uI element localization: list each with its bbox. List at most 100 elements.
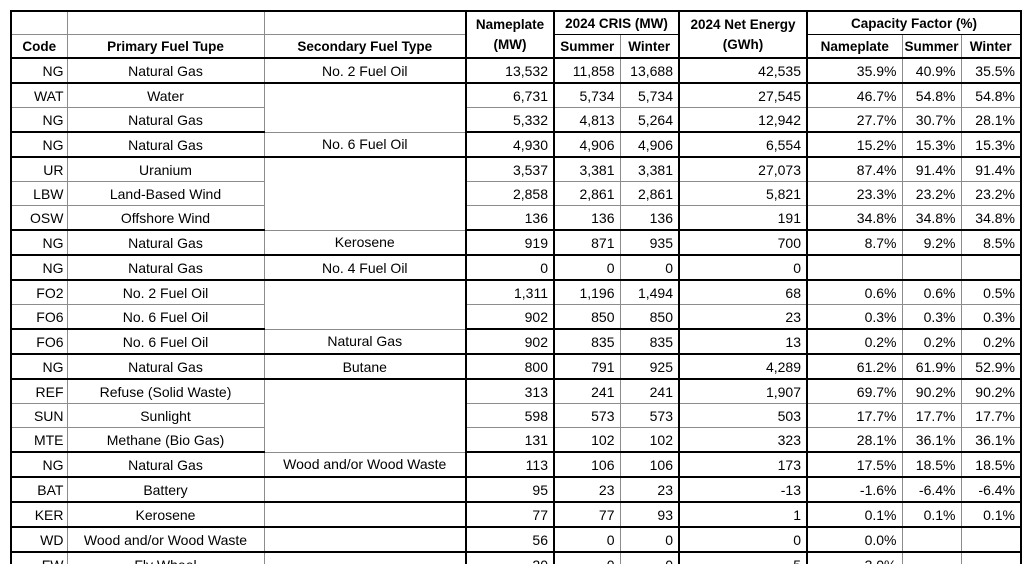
cell-code: LBW bbox=[10, 181, 68, 206]
cell-nameplate-mw: 95 bbox=[465, 476, 555, 503]
cell-cf-nameplate: 27.7% bbox=[806, 107, 903, 133]
cell-secondary-fuel bbox=[263, 551, 467, 564]
cell-net-energy: 23 bbox=[678, 304, 808, 330]
cell-cf-winter: 0.2% bbox=[960, 328, 1022, 355]
cell-net-energy: 1 bbox=[678, 501, 808, 528]
cell-code: WD bbox=[10, 526, 68, 553]
cell-primary-fuel: No. 6 Fuel Oil bbox=[66, 304, 265, 330]
header-net-energy: 2024 Net Energy (GWh) bbox=[678, 10, 808, 59]
table-row: OSW Offshore Wind 136 136 136 191 34.8% 34.8% 34… bbox=[10, 205, 1022, 231]
cell-cris-winter: 13,688 bbox=[619, 57, 680, 84]
cell-primary-fuel: Offshore Wind bbox=[66, 205, 265, 231]
cell-nameplate-mw: 6,731 bbox=[465, 82, 555, 108]
cell-cf-summer: 9.2% bbox=[901, 229, 962, 256]
cell-cf-winter: -6.4% bbox=[960, 476, 1022, 503]
cell-primary-fuel: Natural Gas bbox=[66, 254, 265, 281]
cell-primary-fuel: Methane (Bio Gas) bbox=[66, 427, 265, 453]
cell-cf-winter: 0.5% bbox=[960, 279, 1022, 305]
cell-code: WAT bbox=[10, 82, 68, 108]
table-row: FO6 No. 6 Fuel Oil Natural Gas 902 835 835 13 0… bbox=[10, 328, 1022, 355]
header-cris-summer: Summer bbox=[553, 34, 621, 59]
cell-secondary-fuel bbox=[263, 279, 467, 330]
header-net-energy-line1: 2024 Net Energy bbox=[690, 16, 796, 32]
cell-cf-nameplate: -1.6% bbox=[806, 476, 903, 503]
header-cf-winter: Winter bbox=[960, 34, 1022, 59]
cell-cris-summer: 4,813 bbox=[553, 107, 621, 133]
cell-cf-summer bbox=[901, 526, 962, 553]
cell-cf-nameplate: 17.5% bbox=[806, 451, 903, 478]
cell-cris-winter: 850 bbox=[619, 304, 680, 330]
cell-secondary-fuel: Wood and/or Wood Waste bbox=[263, 451, 467, 478]
cell-cris-summer: 0 bbox=[553, 254, 621, 281]
cell-primary-fuel: Fly Wheel bbox=[66, 551, 265, 564]
cell-cris-summer: 791 bbox=[553, 353, 621, 380]
cell-cris-summer: 5,734 bbox=[553, 82, 621, 108]
cell-code: REF bbox=[10, 378, 68, 404]
cell-cf-summer: 54.8% bbox=[901, 82, 962, 108]
cell-cf-summer: 34.8% bbox=[901, 205, 962, 231]
cell-nameplate-mw: 598 bbox=[465, 403, 555, 428]
cell-cf-nameplate bbox=[806, 254, 903, 281]
cell-cf-summer: 17.7% bbox=[901, 403, 962, 428]
header-blank-secondary bbox=[263, 10, 467, 35]
header-2024-cris: 2024 CRIS (MW) bbox=[553, 10, 680, 35]
header-blank-primary bbox=[66, 10, 265, 35]
cell-nameplate-mw: 1,311 bbox=[465, 279, 555, 305]
table-row: NG Natural Gas Wood and/or Wood Waste 113 10… bbox=[10, 451, 1022, 478]
cell-net-energy: 12,942 bbox=[678, 107, 808, 133]
cell-cf-summer: 36.1% bbox=[901, 427, 962, 453]
table-row: UR Uranium 3,537 3,381 3,381 27,073 87.4% 91.4%… bbox=[10, 156, 1022, 231]
cell-code: NG bbox=[10, 451, 68, 478]
cell-primary-fuel: Kerosene bbox=[66, 501, 265, 528]
cell-cris-winter: 241 bbox=[619, 378, 680, 404]
cell-net-energy: -13 bbox=[678, 476, 808, 503]
cell-net-energy: 27,545 bbox=[678, 82, 808, 108]
cell-code: NG bbox=[10, 254, 68, 281]
cell-cf-summer: 0.6% bbox=[901, 279, 962, 305]
cell-secondary-fuel bbox=[263, 82, 467, 133]
fuel-capacity-table: Nameplate (MW) 2024 CRIS (MW) 2024 Net E… bbox=[10, 10, 1022, 564]
cell-cris-summer: 0 bbox=[553, 526, 621, 553]
table-row: KER Kerosene 77 77 93 1 0.1% 0.1% 0.1% bbox=[10, 501, 1022, 528]
cell-primary-fuel: Refuse (Solid Waste) bbox=[66, 378, 265, 404]
cell-nameplate-mw: 136 bbox=[465, 205, 555, 231]
table-row: LBW Land-Based Wind 2,858 2,861 2,861 5,821 23… bbox=[10, 181, 1022, 206]
cell-nameplate-mw: 113 bbox=[465, 451, 555, 478]
cell-net-energy: 5,821 bbox=[678, 181, 808, 206]
table-row: BAT Battery 95 23 23 -13 -1.6% -6.4% -6.4% bbox=[10, 476, 1022, 503]
cell-cf-winter: 17.7% bbox=[960, 403, 1022, 428]
cell-code: NG bbox=[10, 131, 68, 158]
cell-secondary-fuel bbox=[263, 526, 467, 553]
cell-net-energy: 0 bbox=[678, 254, 808, 281]
table-row: FWFly Wheel2000-5-3.0% bbox=[10, 551, 1022, 564]
cell-secondary-fuel: No. 6 Fuel Oil bbox=[263, 131, 467, 158]
cell-cf-winter: 0.3% bbox=[960, 304, 1022, 330]
header-secondary-fuel: Secondary Fuel Type bbox=[263, 34, 467, 59]
cell-cf-nameplate: 69.7% bbox=[806, 378, 903, 404]
cell-code: UR bbox=[10, 156, 68, 182]
table-row: NG Natural Gas No. 6 Fuel Oil 4,930 4,906 4,9… bbox=[10, 131, 1022, 158]
cell-nameplate-mw: 13,532 bbox=[465, 57, 555, 84]
cell-cf-nameplate: 0.6% bbox=[806, 279, 903, 305]
cell-nameplate-mw: 131 bbox=[465, 427, 555, 453]
cell-cf-nameplate: 34.8% bbox=[806, 205, 903, 231]
cell-cf-winter: 23.2% bbox=[960, 181, 1022, 206]
cell-cf-winter: 52.9% bbox=[960, 353, 1022, 380]
header-capacity-factor: Capacity Factor (%) bbox=[806, 10, 1022, 35]
cell-cf-nameplate: 23.3% bbox=[806, 181, 903, 206]
cell-net-energy: 700 bbox=[678, 229, 808, 256]
header-row-top: Nameplate (MW) 2024 CRIS (MW) 2024 Net E… bbox=[10, 10, 1022, 59]
header-code: Code bbox=[10, 34, 68, 59]
table-row: WAT Water 6,731 5,734 5,734 27,545 46.7% 54.8% 5… bbox=[10, 82, 1022, 133]
cell-cris-summer: 0 bbox=[553, 551, 621, 564]
cell-cris-winter: 4,906 bbox=[619, 131, 680, 158]
cell-cf-nameplate: 8.7% bbox=[806, 229, 903, 256]
cell-cf-summer: 30.7% bbox=[901, 107, 962, 133]
cell-code: NG bbox=[10, 107, 68, 133]
cell-cris-winter: 2,861 bbox=[619, 181, 680, 206]
cell-cris-summer: 241 bbox=[553, 378, 621, 404]
cell-cris-winter: 935 bbox=[619, 229, 680, 256]
cell-net-energy: 323 bbox=[678, 427, 808, 453]
cell-nameplate-mw: 5,332 bbox=[465, 107, 555, 133]
cell-cris-winter: 925 bbox=[619, 353, 680, 380]
